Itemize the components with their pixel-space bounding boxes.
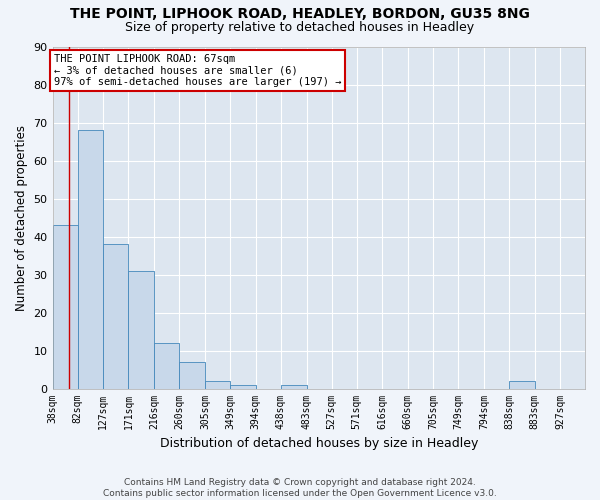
Bar (509, 381, 535, 388)
Bar (128, 270, 154, 388)
Text: Contains HM Land Registry data © Crown copyright and database right 2024.
Contai: Contains HM Land Registry data © Crown c… (103, 478, 497, 498)
Bar (77, 130, 103, 388)
Text: THE POINT, LIPHOOK ROAD, HEADLEY, BORDON, GU35 8NG: THE POINT, LIPHOOK ROAD, HEADLEY, BORDON… (70, 8, 530, 22)
Bar (53, 225, 77, 388)
Bar (205, 381, 230, 388)
Text: THE POINT LIPHOOK ROAD: 67sqm
← 3% of detached houses are smaller (6)
97% of sem: THE POINT LIPHOOK ROAD: 67sqm ← 3% of de… (53, 54, 341, 88)
X-axis label: Distribution of detached houses by size in Headley: Distribution of detached houses by size … (160, 437, 478, 450)
Bar (103, 244, 128, 388)
Y-axis label: Number of detached properties: Number of detached properties (15, 124, 28, 310)
Bar (154, 343, 179, 388)
Bar (179, 362, 205, 388)
Bar (230, 385, 256, 388)
Text: Size of property relative to detached houses in Headley: Size of property relative to detached ho… (125, 21, 475, 34)
Bar (281, 385, 307, 388)
